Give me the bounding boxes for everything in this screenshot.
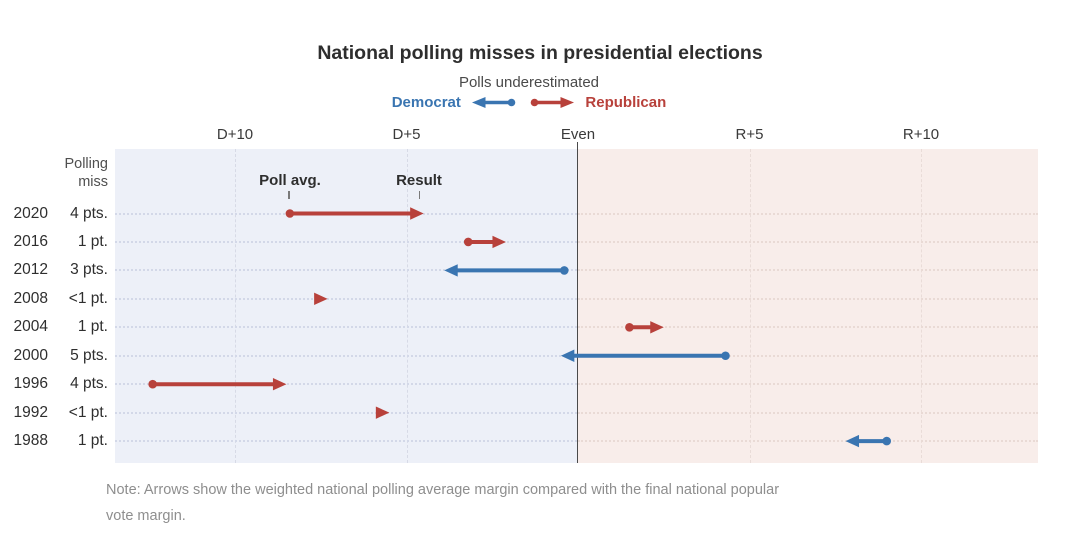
miss-label-2000: 5 pts. — [70, 346, 108, 364]
row-guide-2000 — [578, 354, 1038, 357]
arrows-layer — [148, 207, 891, 448]
democrat-side-background — [115, 149, 577, 463]
row-guide-2000 — [115, 354, 577, 357]
chart-note-line1: Note: Arrows show the weighted national … — [106, 482, 780, 498]
row-guide-1996 — [115, 383, 577, 386]
gridline-r10 — [921, 149, 922, 463]
legend: Polls underestimated Democrat Republican — [0, 73, 1058, 112]
x-axis-label-r10: R+10 — [902, 126, 940, 143]
legend-title: Polls underestimated — [458, 74, 600, 91]
row-guide-1996 — [578, 383, 1038, 386]
x-axis-label-r5: R+5 — [735, 126, 764, 143]
arrow-1988 — [845, 434, 891, 448]
even-axis-line — [576, 142, 579, 463]
chart-title: National polling misses in presidential … — [317, 42, 763, 64]
plot-area — [115, 149, 1038, 463]
arrow-1992 — [375, 406, 390, 419]
legend-republican-label: Republican — [585, 94, 667, 111]
miss-label-1992: <1 pt. — [68, 403, 108, 421]
year-label-2004: 2004 — [13, 318, 48, 336]
miss-label-2012: 3 pts. — [70, 261, 108, 279]
year-label-2016: 2016 — [13, 232, 48, 250]
polling-miss-header-line1: Polling — [64, 156, 108, 172]
row-guide-1992 — [578, 411, 1038, 414]
polling-miss-header-line2: miss — [78, 173, 108, 190]
year-label-2020: 2020 — [13, 204, 48, 222]
arrow-2012 — [444, 264, 569, 277]
result-tick — [418, 191, 420, 199]
row-guide-2012 — [115, 269, 577, 272]
miss-label-2016: 1 pt. — [77, 232, 108, 250]
year-label-1996: 1996 — [13, 375, 48, 393]
row-guide-2016 — [578, 240, 1038, 243]
polling-miss-header: Polling miss — [38, 156, 108, 191]
row-guide-1988 — [115, 440, 577, 443]
year-label-2012: 2012 — [13, 261, 48, 279]
row-guide-2012 — [578, 269, 1038, 272]
x-axis-label-d5: D+5 — [392, 126, 421, 143]
miss-label-1996: 4 pts. — [70, 375, 108, 393]
result-annotation: Result — [396, 172, 442, 189]
row-guide-2008 — [115, 297, 577, 300]
year-label-1992: 1992 — [13, 403, 48, 421]
chart-note-line2: vote margin. — [106, 507, 186, 524]
miss-label-1988: 1 pt. — [77, 432, 108, 450]
republican-side-background — [577, 149, 1038, 463]
poll-avg-tick — [288, 191, 290, 199]
democrat-left-arrow-icon — [472, 96, 516, 108]
arrow-2020 — [285, 207, 424, 220]
arrow-2008 — [314, 292, 328, 306]
arrow-2000 — [560, 349, 730, 362]
year-label-2008: 2008 — [13, 289, 48, 307]
row-guide-2004 — [578, 326, 1038, 329]
gridline-r5 — [749, 149, 751, 463]
gridline-d5 — [406, 149, 408, 463]
miss-label-2020: 4 pts. — [70, 204, 108, 222]
row-guide-2020 — [578, 212, 1038, 215]
chart-note: Note: Arrows show the weighted national … — [106, 478, 956, 529]
x-axis-label-even: Even — [560, 126, 596, 143]
x-axis-label-d10: D+10 — [216, 126, 254, 143]
row-guide-2004 — [115, 326, 577, 329]
row-guide-2008 — [578, 297, 1038, 300]
miss-label-2004: 1 pt. — [77, 318, 108, 336]
legend-democrat-label: Democrat — [391, 94, 461, 111]
republican-right-arrow-icon — [530, 96, 575, 108]
miss-label-2008: <1 pt. — [68, 289, 108, 307]
year-label-2000: 2000 — [13, 346, 48, 364]
arrow-2004 — [625, 321, 664, 334]
gridline-d10 — [235, 149, 236, 463]
row-guide-1992 — [115, 411, 577, 414]
poll-avg-annotation: Poll avg. — [259, 172, 321, 189]
row-guide-1988 — [578, 440, 1038, 443]
row-guide-2016 — [115, 240, 577, 243]
year-label-1988: 1988 — [13, 432, 48, 450]
legend-row: Democrat Republican — [0, 93, 1058, 112]
arrow-2016 — [463, 235, 506, 249]
arrow-1996 — [148, 378, 287, 391]
